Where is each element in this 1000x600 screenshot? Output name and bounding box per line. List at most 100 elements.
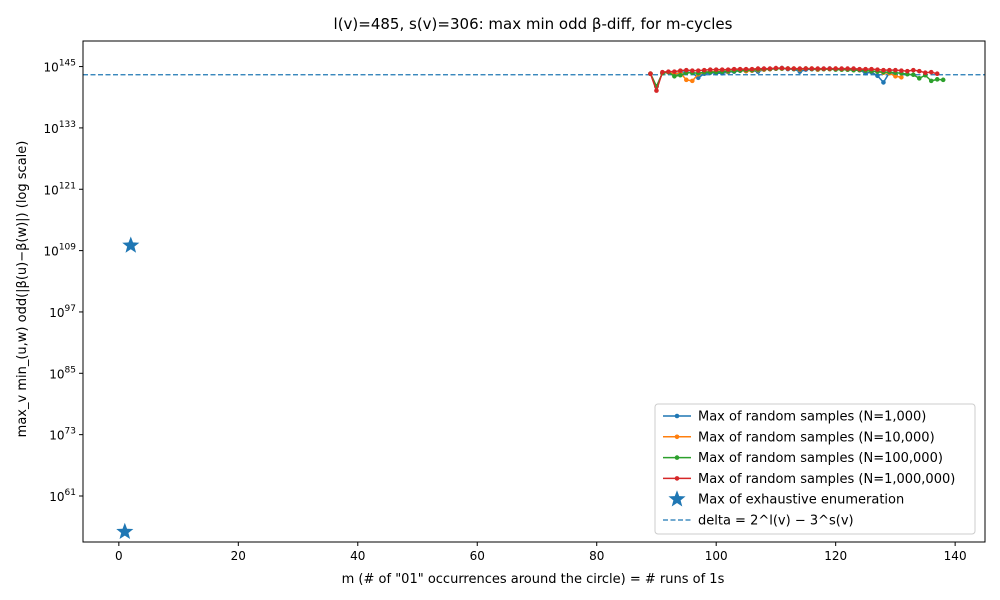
series-4-point — [761, 66, 767, 71]
y-tick-exponent: 145 — [59, 59, 76, 69]
x-tick-label: 0 — [115, 549, 123, 563]
series-4-point — [779, 65, 785, 71]
series-4-point — [928, 69, 934, 75]
series-4-point — [922, 70, 928, 75]
series-4-point — [833, 66, 838, 71]
series-4-point — [785, 66, 791, 71]
series-4-point — [845, 66, 850, 71]
y-tick-label: 10133 — [44, 120, 76, 136]
series-4-point — [767, 66, 773, 71]
y-tick-base: 10 — [44, 122, 59, 136]
series-2-point — [893, 73, 898, 79]
exhaustive-star-point — [116, 522, 134, 540]
series-4-point — [916, 68, 922, 74]
y-tick-label: 10145 — [44, 59, 76, 75]
series-4-point — [934, 71, 940, 77]
y-tick-exponent: 85 — [65, 365, 76, 375]
legend-marker-swatch — [674, 413, 680, 419]
series-4-point — [863, 66, 868, 72]
series-4-point — [678, 68, 683, 73]
series-4-point — [707, 67, 713, 72]
series-4-point — [737, 66, 743, 72]
y-tick-label: 1097 — [49, 304, 76, 320]
series-4-point — [773, 65, 779, 71]
y-tick-base: 10 — [49, 367, 64, 381]
series-1-point — [881, 80, 886, 85]
y-tick-label: 1073 — [49, 427, 76, 443]
legend-marker-swatch — [674, 476, 680, 481]
series-4-point — [899, 68, 904, 73]
legend-label: delta = 2^l(v) − 3^s(v) — [698, 514, 854, 529]
series-4-point — [654, 88, 659, 93]
x-tick-label: 20 — [231, 549, 246, 563]
y-axis-label: max_v min_(u,w) odd(|β(u)−β(w)|) (log sc… — [15, 141, 30, 438]
series-4-point — [791, 66, 797, 71]
legend-marker-swatch — [674, 434, 680, 440]
y-tick-exponent: 73 — [65, 427, 76, 437]
y-tick-label: 10109 — [44, 243, 77, 259]
y-tick-exponent: 133 — [59, 120, 76, 130]
series-4-point — [875, 67, 880, 72]
series-4-point — [905, 68, 910, 74]
plot-area — [82, 40, 986, 543]
y-tick-base: 10 — [49, 429, 64, 443]
legend-label: Max of random samples (N=10,000) — [698, 430, 935, 445]
series-3-point — [672, 73, 677, 79]
series-4-point — [672, 69, 677, 74]
series-4-point — [666, 69, 671, 74]
legend-label: Max of exhaustive enumeration — [698, 493, 904, 508]
series-4-point — [749, 66, 755, 72]
y-tick-exponent: 97 — [65, 304, 76, 314]
series-4-point — [725, 67, 731, 72]
series-2-point — [689, 78, 695, 84]
series-4-point — [887, 67, 892, 73]
series-4-point — [815, 66, 821, 71]
y-tick-base: 10 — [49, 490, 64, 504]
series-3-point — [934, 77, 940, 82]
series-4-point — [689, 68, 695, 73]
series-4-point — [701, 67, 707, 73]
series-4-point — [684, 67, 689, 73]
series-3-point — [940, 77, 946, 83]
series-4-point — [821, 66, 827, 71]
series-4-point — [809, 66, 815, 71]
series-4-point — [839, 66, 844, 71]
x-axis-label: m (# of "01" occurrences around the circ… — [342, 572, 725, 587]
series-1-point — [695, 75, 701, 81]
y-tick-exponent: 61 — [65, 488, 76, 498]
x-tick-label: 60 — [470, 549, 485, 563]
y-tick-label: 10121 — [44, 181, 76, 197]
series-4-point — [797, 66, 803, 71]
y-tick-exponent: 109 — [59, 243, 76, 253]
series-4-point — [869, 66, 874, 72]
plot-frame — [82, 40, 986, 543]
y-tick-base: 10 — [44, 183, 59, 197]
legend-star-swatch — [668, 490, 686, 507]
x-axis: 0 20 40 60 80 100 120 140 — [115, 542, 967, 563]
series-4-point — [648, 71, 653, 77]
series-4-point — [851, 66, 856, 71]
exhaustive-star-point — [122, 236, 140, 253]
legend-marker-swatch — [674, 455, 680, 460]
series-3-point — [928, 78, 934, 84]
series-4-point — [827, 66, 832, 71]
x-tick-label: 40 — [350, 549, 365, 563]
series-2-point — [684, 77, 689, 83]
chart-title: l(v)=485, s(v)=306: max min odd β-diff, … — [334, 15, 733, 33]
series-4-point — [911, 67, 916, 73]
legend-label: Max of random samples (N=1,000) — [698, 410, 926, 425]
legend-label: Max of random samples (N=1,000,000) — [698, 472, 955, 487]
series-4-point — [755, 66, 761, 71]
series-4-point — [743, 66, 749, 72]
legend-label: Max of random samples (N=100,000) — [698, 451, 943, 466]
x-tick-label: 120 — [824, 549, 847, 563]
x-tick-label: 140 — [944, 549, 967, 563]
series-4-point — [893, 67, 898, 73]
series-4-point — [803, 66, 809, 71]
series-4-point — [731, 66, 737, 72]
y-tick-base: 10 — [49, 306, 64, 320]
y-tick-base: 10 — [44, 245, 59, 259]
legend: Max of random samples (N=1,000) Max of ra… — [654, 403, 976, 535]
